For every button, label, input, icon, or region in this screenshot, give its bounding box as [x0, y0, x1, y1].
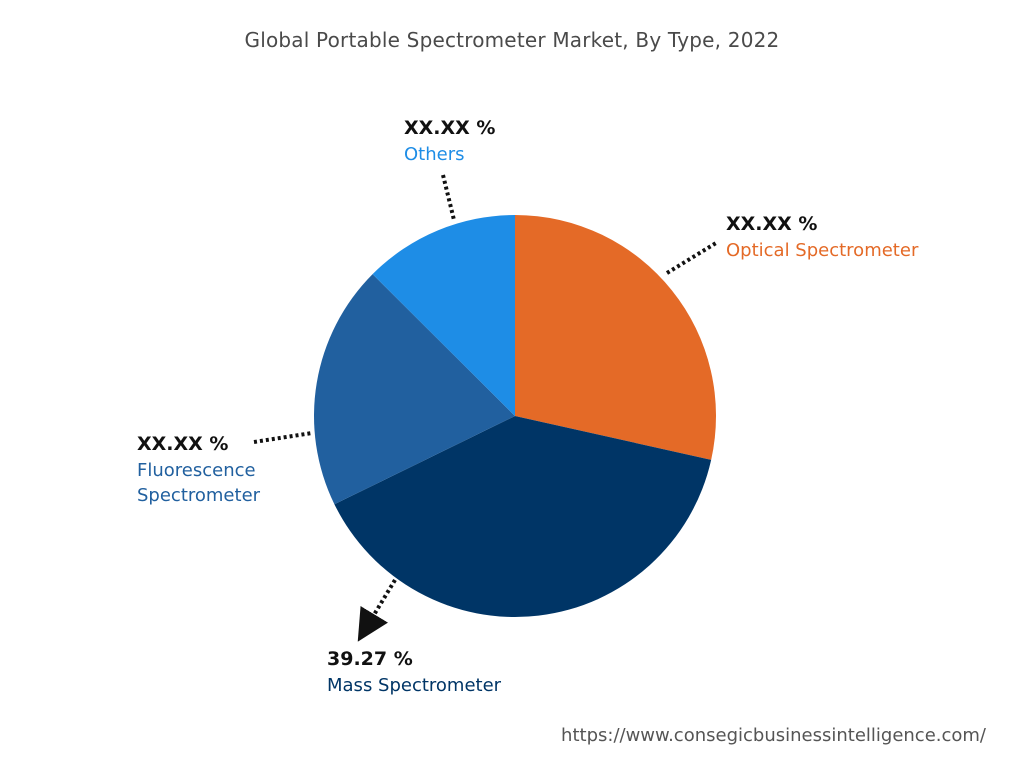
mass-name: Mass Spectrometer: [327, 674, 502, 696]
others-name: Others: [404, 143, 465, 165]
chart-title: Global Portable Spectrometer Market, By …: [244, 28, 780, 52]
pie-slice-others: [372, 214, 515, 416]
pie-slices: [314, 214, 717, 617]
pie-slice-fluorescence: [314, 274, 515, 505]
pie-slice-optical: [515, 215, 717, 460]
fluorescence-percent: XX.XX %: [137, 433, 229, 455]
leader-lines: [253, 174, 718, 642]
pie-slice-mass: [334, 416, 712, 617]
label-mass: 39.27 % Mass Spectrometer: [327, 646, 501, 698]
label-fluorescence: XX.XX % Fluorescence Spectrometer: [137, 431, 307, 508]
optical-name: Optical Spectrometer: [726, 239, 919, 261]
optical-percent: XX.XX %: [726, 213, 818, 235]
mass-percent: 39.27 %: [327, 648, 413, 670]
leader-line-mass: [357, 578, 397, 642]
leader-line-others: [441, 174, 456, 221]
leader-line-fluorescence: [253, 431, 313, 444]
source-url: https://www.consegicbusinessintelligence…: [561, 725, 986, 746]
label-optical: XX.XX % Optical Spectrometer: [726, 211, 918, 263]
leader-line-optical: [665, 241, 718, 275]
fluorescence-name: Fluorescence Spectrometer: [137, 459, 261, 506]
others-percent: XX.XX %: [404, 117, 496, 139]
label-others: XX.XX % Others: [404, 115, 495, 167]
